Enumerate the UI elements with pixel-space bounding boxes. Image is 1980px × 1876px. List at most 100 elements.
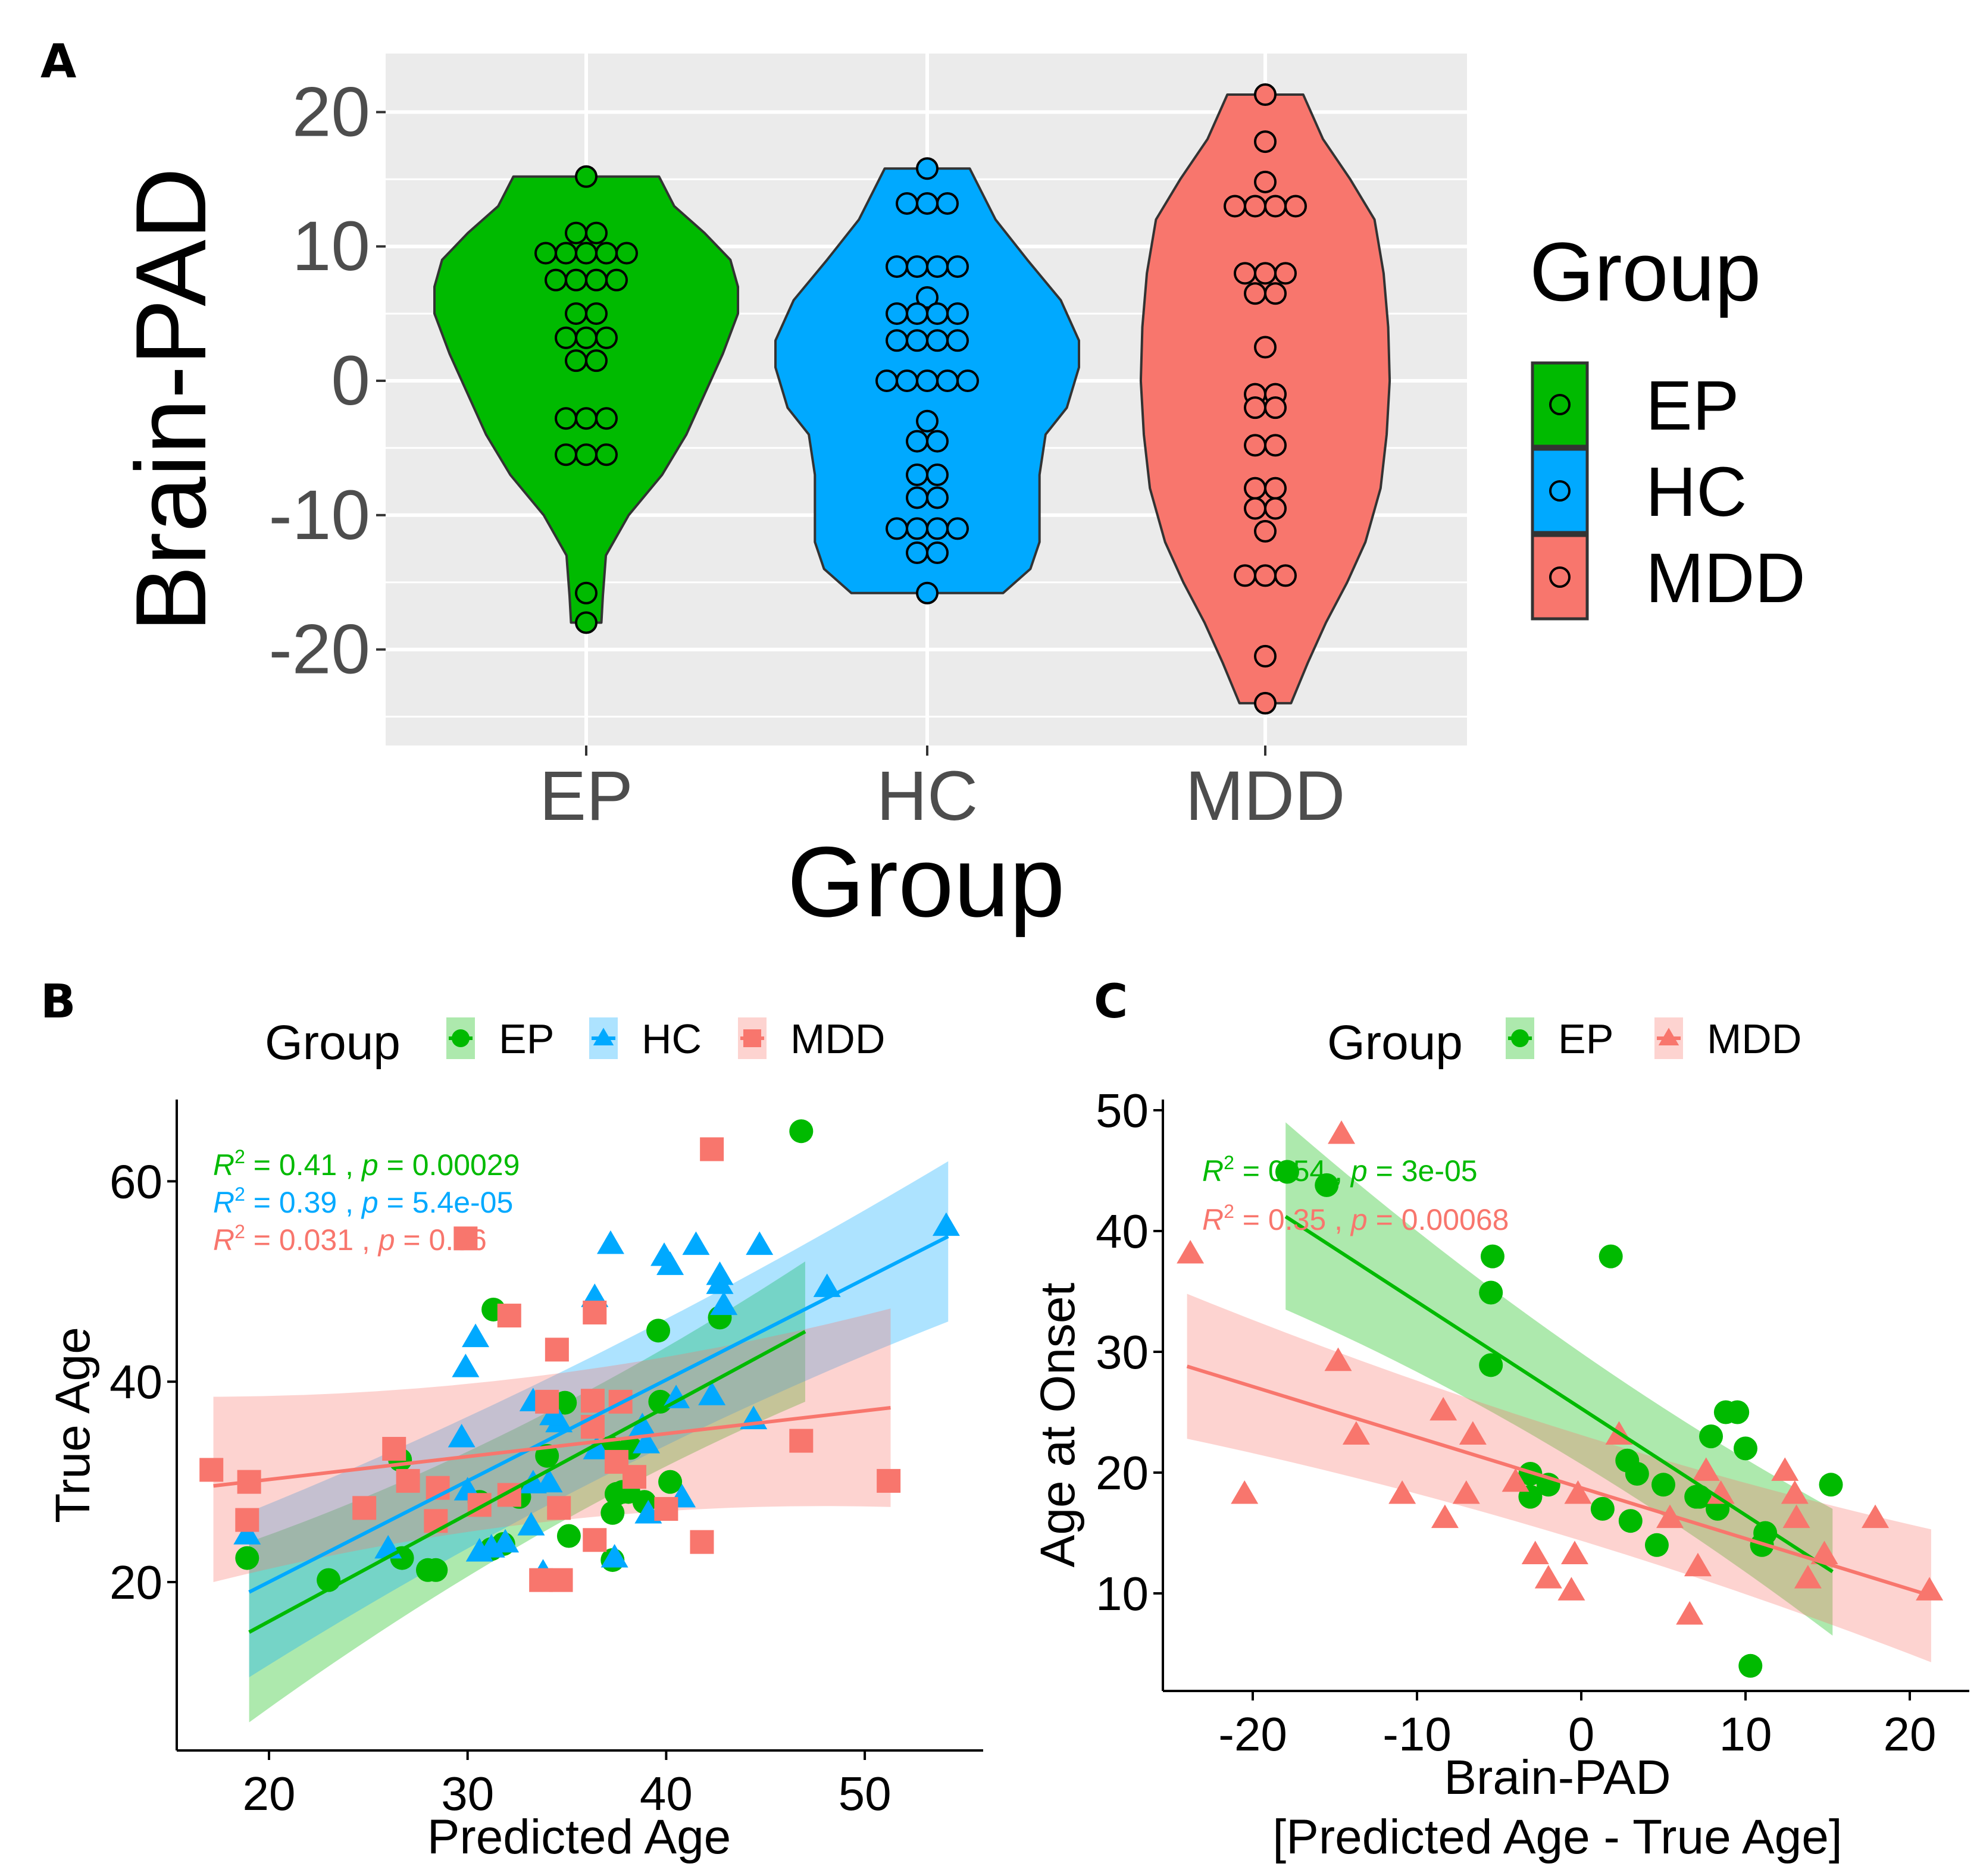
- legend-key-hc: [1531, 447, 1589, 534]
- panel-c-y-axis-title: Age at Onset: [1031, 1282, 1085, 1567]
- point-mdd: [1782, 1504, 1810, 1529]
- point-hc: [628, 1413, 656, 1436]
- dot-ep: [555, 242, 577, 265]
- dot-hc: [946, 517, 969, 540]
- point-mdd: [583, 1301, 607, 1325]
- dot-hc: [956, 369, 979, 392]
- y-tick-label: 0: [331, 342, 370, 420]
- point-mdd: [199, 1458, 224, 1482]
- panel-a-legend-title: Group: [1529, 225, 1761, 318]
- dot-mdd: [1234, 564, 1256, 587]
- dot-hc: [926, 430, 949, 453]
- dot-hc: [926, 517, 949, 540]
- point-hc: [492, 1529, 520, 1553]
- point-ep: [1738, 1653, 1763, 1678]
- dot-ep: [575, 165, 598, 188]
- dot-hc: [916, 409, 939, 433]
- point-mdd: [545, 1338, 569, 1362]
- panel-b-scatter-chart: Group EP HC MDD R2 = 0.41 , p = 0.00029R2 …: [46, 1016, 983, 1864]
- panel-b-y-axis-title: True Age: [46, 1327, 100, 1523]
- confidence-band-mdd: [1187, 1294, 1931, 1662]
- point-ep: [1618, 1509, 1643, 1533]
- point-mdd: [1564, 1480, 1592, 1504]
- point-mdd: [690, 1530, 714, 1554]
- legend-label-mdd: MDD: [1707, 1016, 1801, 1062]
- point-ep: [553, 1390, 577, 1415]
- dot-ep: [565, 302, 587, 325]
- point-hc: [633, 1430, 661, 1454]
- y-tick-label: 20: [1096, 1446, 1149, 1499]
- legend-circle-icon: [452, 1029, 470, 1047]
- dot-ep: [585, 268, 608, 292]
- legend-dot-icon: [1549, 480, 1571, 502]
- point-mdd: [529, 1568, 553, 1592]
- panel-c-annotations: R2 = 0.54 , p = 3e-05 R2 = 0.35 , p = 0.0…: [1202, 1152, 1509, 1236]
- point-ep: [658, 1470, 683, 1494]
- legend-label-ep: EP: [1558, 1016, 1613, 1062]
- dot-ep: [575, 443, 598, 466]
- point-mdd: [1231, 1480, 1259, 1504]
- dot-hc: [916, 369, 939, 392]
- dot-mdd: [1254, 262, 1277, 285]
- panel-c-fit-lines: [1186, 1215, 1932, 1598]
- dot-hc: [906, 329, 928, 352]
- point-hc: [932, 1212, 960, 1236]
- panel-label-a: A: [40, 35, 76, 89]
- dot-ep: [545, 268, 567, 292]
- point-mdd: [654, 1497, 678, 1521]
- point-mdd: [1459, 1421, 1487, 1445]
- r2-value: 0.39: [279, 1186, 337, 1219]
- dot-hc: [936, 369, 959, 392]
- dot-mdd: [1264, 497, 1287, 520]
- point-hc: [746, 1231, 774, 1255]
- dot-hc: [906, 463, 928, 487]
- fit-line-ep: [1284, 1215, 1834, 1573]
- point-ep: [1315, 1173, 1339, 1197]
- dot-hc: [916, 192, 939, 215]
- point-mdd: [1388, 1480, 1416, 1504]
- point-ep: [646, 1318, 671, 1343]
- point-ep: [789, 1119, 814, 1144]
- point-mdd: [789, 1429, 814, 1453]
- dot-ep: [585, 221, 608, 245]
- dot-ep: [565, 268, 587, 292]
- dot-ep: [565, 349, 587, 372]
- stat-annotation-hc: R2 = 0.39 , p = 5.4e-05: [213, 1183, 513, 1219]
- point-hc: [233, 1521, 261, 1545]
- dot-ep: [575, 326, 598, 349]
- dot-hc: [886, 517, 908, 540]
- point-ep: [1479, 1353, 1503, 1377]
- dot-mdd: [1254, 83, 1277, 107]
- panel-c-axes: -20 -10 0 10 20 10 20 30 40 50: [1096, 1084, 1969, 1761]
- dot-hc: [875, 369, 898, 392]
- dot-mdd: [1264, 434, 1287, 457]
- dot-mdd: [1234, 262, 1256, 285]
- dot-mdd: [1264, 195, 1287, 218]
- dot-mdd: [1264, 396, 1287, 419]
- point-mdd: [352, 1496, 377, 1520]
- dot-mdd: [1244, 434, 1266, 457]
- point-mdd: [535, 1389, 559, 1414]
- y-tick-label: 30: [1096, 1326, 1149, 1379]
- violin-ep: [433, 175, 739, 624]
- x-tick-label: 10: [1719, 1708, 1772, 1761]
- point-ep: [1644, 1533, 1669, 1557]
- dot-mdd: [1244, 497, 1266, 520]
- point-mdd: [453, 1226, 478, 1251]
- point-hc: [448, 1423, 476, 1448]
- x-tick-label: MDD: [1186, 757, 1346, 835]
- x-tick-label: 50: [839, 1767, 892, 1820]
- y-tick-label: 20: [292, 73, 370, 151]
- dot-mdd: [1244, 195, 1266, 218]
- dot-mdd: [1244, 477, 1266, 500]
- y-tick-label: -10: [268, 476, 370, 555]
- dot-ep: [575, 581, 598, 605]
- dot-ep: [575, 611, 598, 634]
- point-mdd: [1177, 1240, 1205, 1264]
- legend-dot-icon: [1549, 394, 1571, 415]
- r2-value: 0.35: [1268, 1203, 1326, 1236]
- r2-value: 0.41: [279, 1148, 337, 1182]
- dot-ep: [595, 326, 618, 349]
- panel-c-x-axis-title: Brain-PAD: [1444, 1750, 1671, 1805]
